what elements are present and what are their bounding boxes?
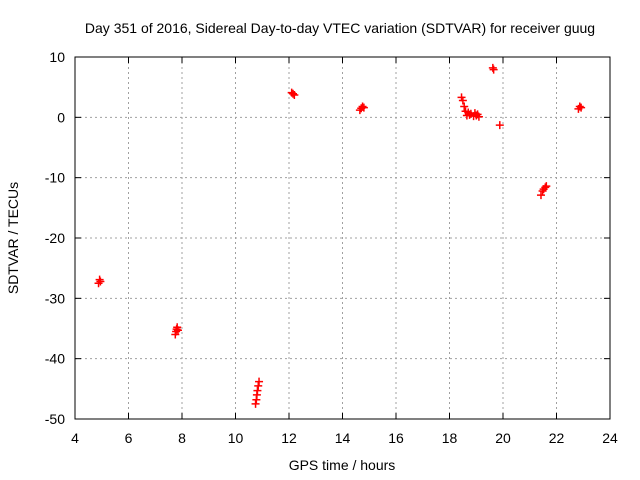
chart-title: Day 351 of 2016, Sidereal Day-to-day VTE… — [85, 20, 595, 36]
data-point — [94, 279, 103, 288]
data-point — [96, 277, 105, 286]
data-points — [94, 63, 586, 408]
data-point — [488, 63, 497, 72]
x-tick-label: 12 — [281, 430, 297, 446]
x-tick-label: 22 — [549, 430, 565, 446]
x-tick-label: 10 — [228, 430, 244, 446]
y-tick-label: -30 — [45, 290, 65, 306]
x-tick-label: 16 — [388, 430, 404, 446]
x-tick-label: 18 — [442, 430, 458, 446]
y-tick-label: -40 — [45, 351, 65, 367]
data-point — [253, 386, 262, 395]
y-tick-label: 0 — [57, 109, 65, 125]
data-point — [95, 275, 104, 284]
y-tick-label: -10 — [45, 170, 65, 186]
data-point — [290, 91, 299, 100]
data-point — [542, 182, 551, 191]
x-axis-label: GPS time / hours — [289, 457, 396, 473]
data-point — [460, 102, 469, 111]
data-point — [536, 191, 545, 200]
data-point — [474, 112, 483, 121]
y-tick-label: -20 — [45, 230, 65, 246]
y-tick-label: 10 — [49, 49, 65, 65]
x-tick-label: 24 — [602, 430, 618, 446]
x-tick-label: 14 — [335, 430, 351, 446]
data-point — [289, 89, 298, 98]
data-point — [458, 96, 467, 105]
data-point — [358, 102, 367, 111]
data-point — [255, 377, 264, 386]
data-point — [359, 103, 368, 112]
x-tick-label: 20 — [495, 430, 511, 446]
y-axis-label: SDTVAR / TECUs — [5, 182, 21, 294]
data-point — [541, 183, 550, 192]
data-point — [489, 65, 498, 74]
data-point — [465, 110, 474, 119]
data-point — [254, 381, 263, 390]
axis-ticks: 4 6 8 10 12 14 16 18 20 22 24 10 0 -10 -20 -30 -40 -50 — [45, 49, 618, 446]
data-point — [173, 326, 182, 335]
x-tick-label: 6 — [125, 430, 133, 446]
data-point — [577, 103, 586, 112]
data-point — [251, 399, 260, 408]
x-tick-label: 4 — [71, 430, 79, 446]
data-point — [495, 121, 504, 130]
y-tick-label: -50 — [45, 411, 65, 427]
data-point — [575, 102, 584, 111]
x-tick-label: 8 — [178, 430, 186, 446]
plot-frame — [74, 56, 611, 420]
grid-lines — [75, 57, 610, 419]
